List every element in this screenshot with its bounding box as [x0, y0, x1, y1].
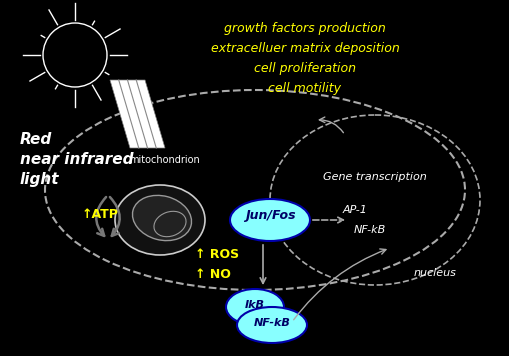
- Ellipse shape: [154, 211, 186, 237]
- Text: growth factors production: growth factors production: [224, 22, 386, 35]
- Text: ↑ATP: ↑ATP: [82, 209, 119, 221]
- Text: nucleus: nucleus: [413, 268, 457, 278]
- Text: near infrared: near infrared: [20, 152, 133, 167]
- Text: light: light: [20, 172, 60, 187]
- Text: ↑ ROS: ↑ ROS: [195, 248, 239, 262]
- Ellipse shape: [115, 185, 205, 255]
- Text: ↑ NO: ↑ NO: [195, 268, 231, 282]
- Text: cell motility: cell motility: [269, 82, 342, 95]
- Text: cell proliferation: cell proliferation: [254, 62, 356, 75]
- Text: mitochondrion: mitochondrion: [130, 155, 201, 165]
- Ellipse shape: [132, 195, 191, 241]
- Text: Gene transcription: Gene transcription: [323, 172, 427, 182]
- Text: AP-1: AP-1: [343, 205, 367, 215]
- Text: extracelluer matrix deposition: extracelluer matrix deposition: [211, 42, 400, 55]
- Text: Jun/Fos: Jun/Fos: [245, 209, 295, 221]
- Text: Red: Red: [20, 132, 52, 147]
- Polygon shape: [110, 80, 165, 148]
- Text: NF-kB: NF-kB: [354, 225, 386, 235]
- Ellipse shape: [230, 199, 310, 241]
- Text: NF-kB: NF-kB: [253, 318, 291, 328]
- Ellipse shape: [226, 289, 284, 325]
- Ellipse shape: [237, 307, 307, 343]
- Text: IkB: IkB: [245, 300, 265, 310]
